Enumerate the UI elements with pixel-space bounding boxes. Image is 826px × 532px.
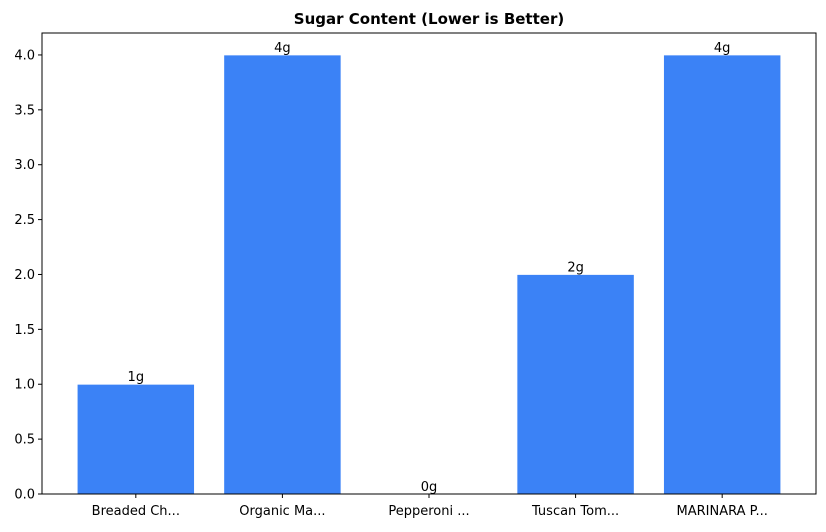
- y-tick-label: 1.5: [14, 323, 35, 338]
- bar: [76, 383, 195, 495]
- y-tick-label: 2.0: [14, 268, 35, 283]
- y-tick-label: 3.0: [14, 158, 35, 173]
- bar-value-label: 4g: [714, 41, 731, 56]
- y-tick-label: 0.5: [14, 433, 35, 448]
- bar: [516, 274, 635, 495]
- x-tick-label: Tuscan Tom...: [531, 504, 619, 519]
- x-tick-label: Breaded Ch...: [92, 504, 180, 519]
- x-tick-label: MARINARA P...: [677, 504, 768, 519]
- plot-frame: [41, 32, 817, 495]
- bar-value-label: 1g: [128, 370, 145, 385]
- bar: [663, 54, 782, 495]
- y-tick-label: 1.0: [14, 378, 35, 393]
- bar-value-label: 4g: [274, 41, 291, 56]
- y-tick-label: 2.5: [14, 213, 35, 228]
- x-tick-label: Pepperoni ...: [388, 504, 469, 519]
- bar: [223, 54, 342, 495]
- y-tick-label: 0.0: [14, 488, 35, 503]
- bar-value-label: 0g: [421, 480, 438, 495]
- y-tick-label: 4.0: [14, 48, 35, 63]
- x-tick-label: Organic Ma...: [239, 504, 325, 519]
- bar-value-label: 2g: [567, 260, 584, 275]
- y-tick-label: 3.5: [14, 103, 35, 118]
- chart-title: Sugar Content (Lower is Better): [294, 10, 564, 28]
